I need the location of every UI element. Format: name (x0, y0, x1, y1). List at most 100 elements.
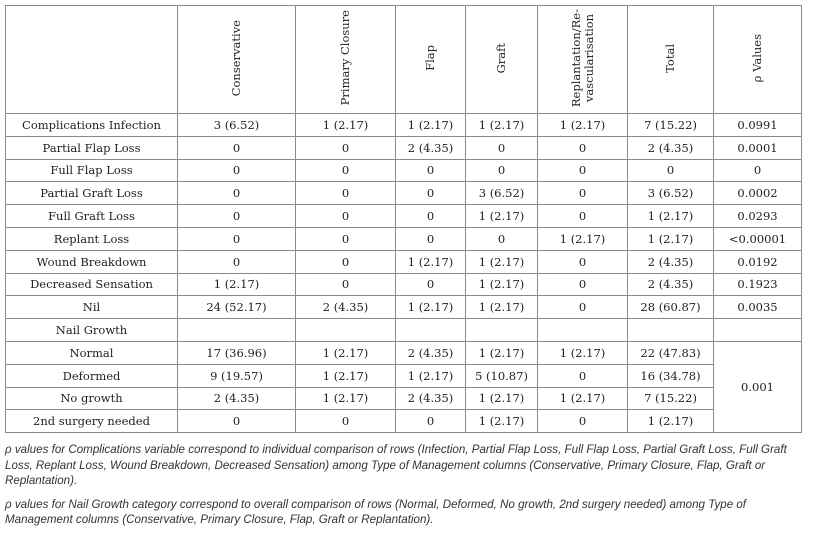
table-cell: 1 (2.17) (465, 409, 538, 434)
table-row: 2nd surgery needed 0 0 0 1 (2.17) 0 1 (2.17) (5, 409, 802, 434)
table-cell: 0 (177, 158, 296, 183)
table-cell: 0 (537, 272, 628, 297)
table-footnotes: ρ values for Complications variable corr… (5, 442, 813, 536)
row-label: Complications Infection (5, 113, 178, 137)
table-cell: 0 (713, 158, 802, 183)
table-cell: 3 (6.52) (465, 181, 538, 206)
table-cell: 0.1923 (713, 272, 802, 297)
table-cell: 0 (537, 204, 628, 228)
table-cell: 17 (36.96) (177, 340, 296, 365)
column-header-label: Flap (423, 45, 437, 71)
table-cell: 0 (295, 204, 396, 228)
table-cell: 0 (627, 158, 714, 183)
table-cell: 2 (4.35) (395, 340, 466, 365)
table-cell: 0 (177, 409, 296, 434)
table-cell: 1 (2.17) (465, 295, 538, 320)
table-cell: 1 (2.17) (395, 295, 466, 320)
table-cell: 1 (2.17) (465, 340, 538, 365)
table-cell: 1 (2.17) (627, 204, 714, 228)
table-cell: 0 (537, 158, 628, 183)
table-cell: 0 (537, 181, 628, 206)
table-cell: 3 (6.52) (627, 181, 714, 206)
table-cell: 1 (2.17) (465, 272, 538, 297)
row-label: Wound Breakdown (5, 249, 178, 274)
nail-growth-heading-row: Nail Growth (5, 318, 802, 342)
table-cell: 7 (15.22) (627, 113, 714, 137)
table-row: Replant Loss 0 0 0 0 1 (2.17) 1 (2.17) <0.00001 (5, 226, 802, 251)
row-label: Replant Loss (5, 226, 178, 251)
table-cell: 2 (4.35) (177, 386, 296, 411)
table-cell: 5 (10.87) (465, 363, 538, 388)
table-cell: 1 (2.17) (465, 249, 538, 274)
column-header-label: Replantation/Re- vascularisation (568, 8, 596, 108)
table-cell: 0 (537, 409, 628, 434)
table-cell: 0 (395, 158, 466, 183)
table-cell: 1 (2.17) (177, 272, 296, 297)
row-label: 2nd surgery needed (5, 409, 178, 434)
table-cell: 0 (465, 135, 538, 160)
column-header: Replantation/Re- vascularisation (537, 5, 628, 114)
header-row: Conservative Primary Closure Flap Graft Repl… (5, 5, 802, 114)
empty-cell (713, 318, 802, 342)
empty-cell (465, 318, 538, 342)
table-cell: 0 (177, 204, 296, 228)
table-row: Nil 24 (52.17) 2 (4.35) 1 (2.17) 1 (2.17) 0 28… (5, 295, 802, 320)
table-cell: 0 (395, 272, 466, 297)
column-header-label: Total (663, 43, 677, 73)
table-cell: 0 (295, 158, 396, 183)
column-header: ρ Values (713, 5, 802, 114)
table-cell: 1 (2.17) (537, 340, 628, 365)
table-cell: 16 (34.78) (627, 363, 714, 388)
empty-cell (295, 318, 396, 342)
nail-growth-label: Nail Growth (5, 318, 178, 342)
table-cell: 0 (395, 181, 466, 206)
table-cell: 1 (2.17) (537, 113, 628, 137)
table-cell: 1 (2.17) (627, 409, 714, 434)
nail-growth-p-value: 0.001 (713, 340, 802, 434)
row-label: Full Flap Loss (5, 158, 178, 183)
table-cell: 0 (537, 363, 628, 388)
footnote-complications: ρ values for Complications variable corr… (5, 443, 787, 487)
table-cell: 1 (2.17) (295, 363, 396, 388)
table-cell: 1 (2.17) (537, 386, 628, 411)
table-cell: 1 (2.17) (395, 363, 466, 388)
column-header: Graft (465, 5, 538, 114)
empty-cell (395, 318, 466, 342)
table-cell: 0 (295, 181, 396, 206)
table-cell: 1 (2.17) (465, 113, 538, 137)
table-cell: 0 (295, 272, 396, 297)
row-label: Decreased Sensation (5, 272, 178, 297)
table-row: No growth 2 (4.35) 1 (2.17) 2 (4.35) 1 (2.17… (5, 386, 802, 411)
table-cell: 9 (19.57) (177, 363, 296, 388)
table-cell: 0.0001 (713, 135, 802, 160)
row-label: Deformed (5, 363, 178, 388)
table-cell: 1 (2.17) (395, 249, 466, 274)
column-header-label: Conservative (229, 19, 243, 97)
table-cell: 0 (537, 249, 628, 274)
column-header: Flap (395, 5, 466, 114)
table-cell: 1 (2.17) (295, 113, 396, 137)
table-cell: 0 (395, 409, 466, 434)
row-label: Partial Flap Loss (5, 135, 178, 160)
table-cell: 7 (15.22) (627, 386, 714, 411)
table-cell: 1 (2.17) (465, 204, 538, 228)
column-header: Conservative (177, 5, 296, 114)
table-cell: 0 (295, 249, 396, 274)
table-cell: 0.0035 (713, 295, 802, 320)
header-corner-cell (5, 5, 178, 114)
table-cell: 0.0991 (713, 113, 802, 137)
table-cell: 0 (537, 135, 628, 160)
table-cell: 1 (2.17) (465, 386, 538, 411)
table-cell: 2 (4.35) (295, 295, 396, 320)
table-cell: 3 (6.52) (177, 113, 296, 137)
column-header-label: Graft (494, 42, 508, 74)
table-cell: 0 (465, 226, 538, 251)
table-row: Partial Flap Loss 0 0 2 (4.35) 0 0 2 (4.35) 0.0… (5, 135, 802, 160)
table-cell: 2 (4.35) (627, 135, 714, 160)
table-cell: 0 (395, 204, 466, 228)
table-row: Decreased Sensation 1 (2.17) 0 0 1 (2.17) 0 2 … (5, 272, 802, 297)
table-cell: 1 (2.17) (295, 340, 396, 365)
table-cell: 2 (4.35) (627, 249, 714, 274)
row-label: Partial Graft Loss (5, 181, 178, 206)
table-row: Complications Infection 3 (6.52) 1 (2.17) 1… (5, 113, 802, 137)
